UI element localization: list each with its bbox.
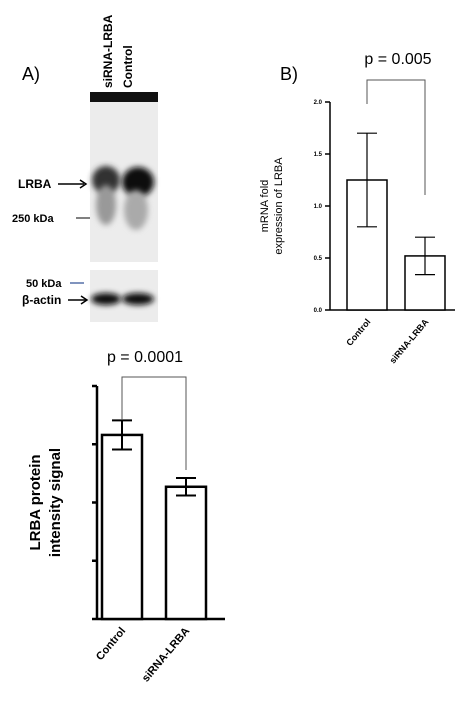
x-tick-label: Control [344, 317, 372, 348]
significance-bracket [366, 79, 426, 195]
panel-label: B) [280, 64, 298, 84]
lane-label: Control [121, 45, 135, 88]
bar [164, 485, 208, 621]
x-tick-label: Control [94, 625, 128, 663]
significance-bracket [121, 376, 187, 470]
blot-band [122, 293, 154, 305]
y-tick-label: 0.5 [314, 256, 323, 262]
error-bar [357, 132, 377, 228]
y-axis-label: LRBA protein [27, 454, 44, 550]
blot-label: β-actin [22, 293, 61, 307]
blot-band [92, 166, 120, 194]
arrow-head [80, 295, 89, 305]
panel-label: A) [22, 64, 40, 84]
y-axis-label: expression of LRBA [273, 157, 285, 255]
y-tick-label: 1.0 [314, 204, 323, 210]
error-bar [415, 236, 435, 276]
blot-label: 50 kDa [26, 278, 62, 290]
blot-smear [96, 185, 116, 225]
y-tick-label: 1.5 [314, 152, 323, 158]
y-tick-label: 0.0 [314, 308, 323, 314]
arrow-head [79, 179, 88, 189]
y-axis-label: mRNA fold [259, 180, 271, 233]
blot-smear [124, 190, 148, 230]
x-tick-label: siRNA-LRBA [388, 316, 431, 365]
blot-edge [90, 92, 158, 102]
lane-label: siRNA-LRBA [101, 14, 115, 88]
y-tick-label: 2.0 [314, 100, 323, 106]
annotation: p = 0.005 [364, 51, 431, 68]
error-bar [176, 477, 196, 497]
blot-label: 250 kDa [12, 213, 54, 225]
error-bar [112, 419, 132, 451]
x-tick-label: siRNA-LRBA [140, 625, 192, 684]
blot-band [91, 293, 121, 305]
bar [100, 433, 144, 621]
y-axis-label: intensity signal [47, 448, 64, 557]
blot-band [122, 167, 154, 197]
annotation: p = 0.0001 [107, 349, 183, 366]
blot-label: LRBA [18, 177, 52, 191]
